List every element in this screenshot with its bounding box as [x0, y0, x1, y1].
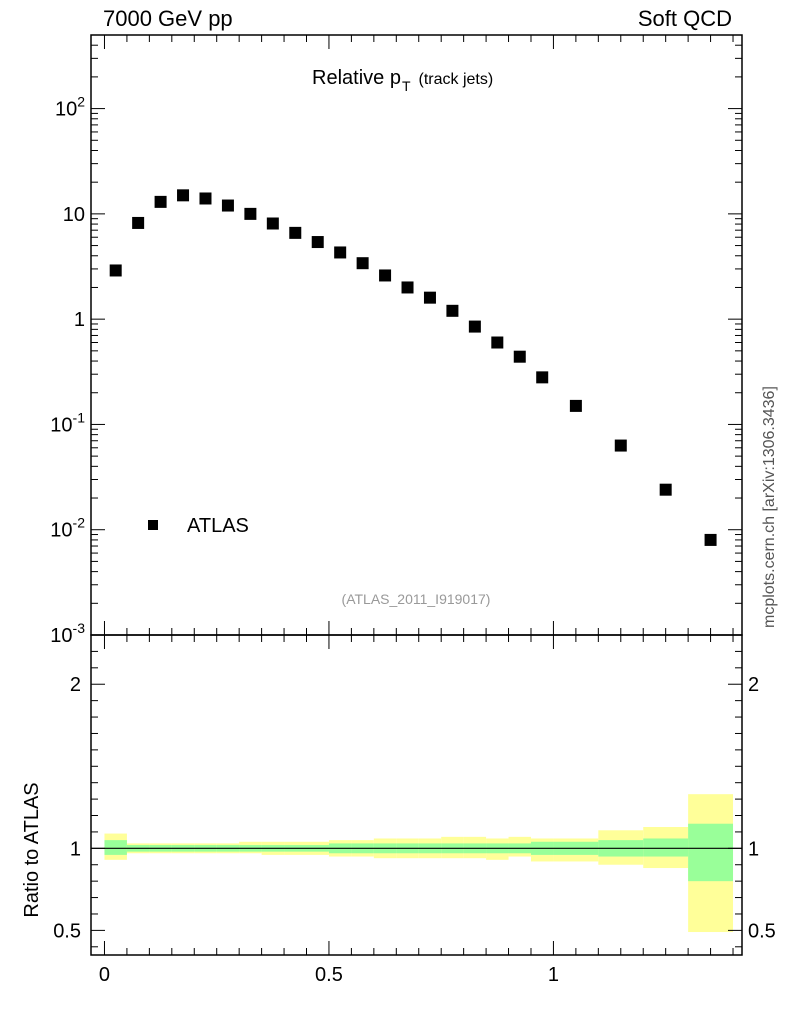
main-plot-axes: 10-3 10-2 10-1 1 10 102 — [50, 34, 742, 647]
y-tick-label: 10-1 — [50, 409, 85, 436]
ratio-y-tick-label-left: 1 — [70, 838, 81, 860]
y-tick-label: 10 — [63, 204, 85, 226]
ratio-y-tick-label-left: 2 — [70, 674, 81, 696]
data-point — [132, 216, 145, 229]
ratio-y-tick-label-right: 2 — [748, 674, 759, 696]
data-point — [334, 246, 347, 259]
main-plot-points — [109, 189, 717, 546]
data-point — [536, 371, 549, 384]
data-point — [244, 207, 257, 220]
ratio-plot-axes: 0.5 0.5 1 1 2 2 0 0.5 1 — [53, 635, 776, 986]
x-tick-label: 0 — [99, 964, 110, 986]
x-tick-label: 0.5 — [315, 964, 343, 986]
y-tick-label: 1 — [74, 309, 85, 331]
data-point — [446, 304, 459, 317]
ratio-y-tick-label-left: 0.5 — [53, 920, 81, 942]
data-point — [154, 195, 167, 208]
y-tick-label: 10-3 — [50, 620, 85, 647]
ratio-y-tick-label-right: 0.5 — [748, 920, 776, 942]
data-point — [468, 320, 481, 333]
legend-label: ATLAS — [187, 515, 249, 537]
data-point — [379, 269, 392, 282]
ratio-y-tick-label-right: 1 — [748, 838, 759, 860]
data-point — [614, 439, 627, 452]
legend: ATLAS — [148, 515, 249, 537]
data-point — [704, 533, 717, 546]
data-point — [401, 281, 414, 294]
statistical-band-bin — [643, 838, 689, 857]
process-label: Soft QCD — [637, 6, 732, 31]
y-tick-label: 10-2 — [50, 515, 85, 542]
data-point — [221, 199, 234, 212]
data-point — [266, 217, 279, 230]
main-plot-frame — [90, 34, 743, 636]
data-point — [311, 236, 324, 249]
ratio-y-axis-label: Ratio to ATLAS — [21, 782, 43, 917]
y-tick-label: 102 — [55, 94, 85, 121]
analysis-id: (ATLAS_2011_I919017) — [342, 591, 491, 607]
x-tick-label: 1 — [548, 964, 559, 986]
legend-marker — [148, 520, 158, 530]
data-point — [109, 264, 122, 277]
ratio-bands — [91, 794, 742, 933]
data-point — [356, 257, 369, 270]
data-point — [289, 226, 302, 239]
data-point — [659, 483, 672, 496]
statistical-band-bin — [104, 840, 127, 855]
data-point — [569, 399, 582, 412]
data-point — [177, 189, 190, 202]
ratio-plot-frame — [90, 634, 743, 956]
main-plot-title: Relative pT (track jets) — [312, 67, 493, 94]
data-point — [199, 192, 212, 205]
data-point — [491, 336, 504, 349]
collision-energy-label: 7000 GeV pp — [103, 6, 233, 31]
statistical-band-bin — [688, 823, 734, 882]
data-point — [423, 291, 436, 304]
data-point — [513, 350, 526, 363]
